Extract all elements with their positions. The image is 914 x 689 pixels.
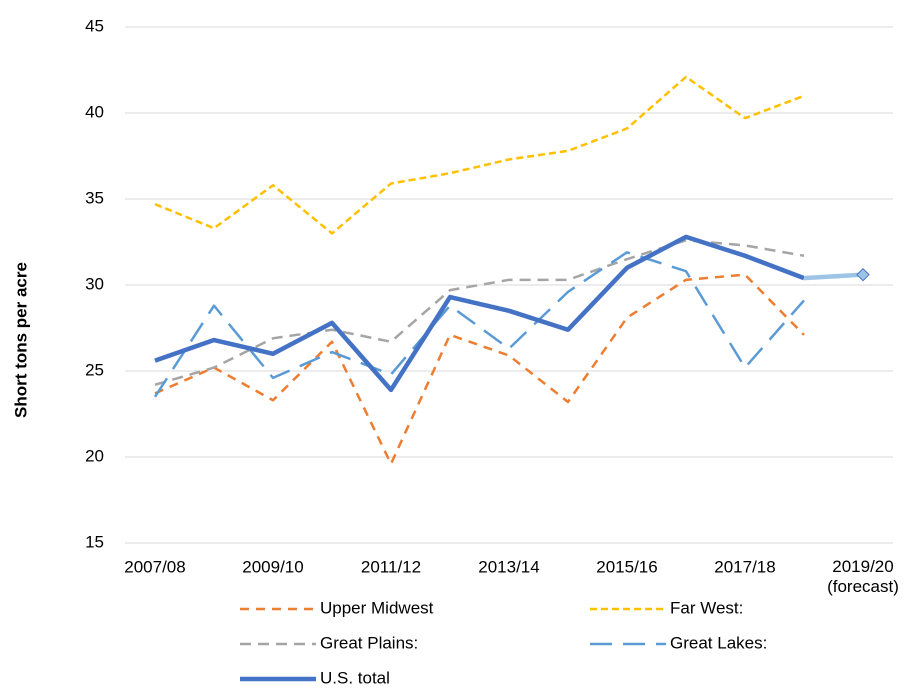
series-line [153, 251, 805, 398]
legend-label: Far West: [670, 598, 743, 617]
y-tick-label: 25 [85, 360, 104, 379]
series-line [154, 273, 805, 466]
y-tick-label: 30 [85, 274, 104, 293]
x-tick-label: 2009/10 [242, 557, 303, 576]
x-tick-label: 2011/12 [361, 557, 421, 576]
x-tick-label: 2007/08 [124, 557, 185, 576]
legend-label: Upper Midwest [320, 598, 434, 617]
x-tick-label: 2015/16 [596, 557, 657, 576]
y-tick-label: 15 [85, 532, 104, 551]
forecast-segment [803, 272, 864, 281]
legend-label: U.S. total [320, 668, 390, 687]
series-line [154, 234, 805, 393]
legend-label: Great Plains: [320, 633, 418, 652]
y-tick-label: 20 [85, 446, 104, 465]
series-line [154, 239, 805, 386]
x-tick-label: 2019/20 (forecast) [827, 557, 899, 596]
y-tick-label: 45 [85, 16, 104, 35]
y-tick-label: 40 [85, 102, 104, 121]
x-tick-label: 2013/14 [478, 557, 539, 576]
series-line [154, 75, 805, 235]
x-tick-label: 2017/18 [714, 557, 775, 576]
legend-label: Great Lakes: [670, 633, 767, 652]
y-tick-label: 35 [85, 188, 104, 207]
y-axis-label: Short tons per acre [11, 262, 30, 418]
forecast-marker [856, 267, 870, 282]
